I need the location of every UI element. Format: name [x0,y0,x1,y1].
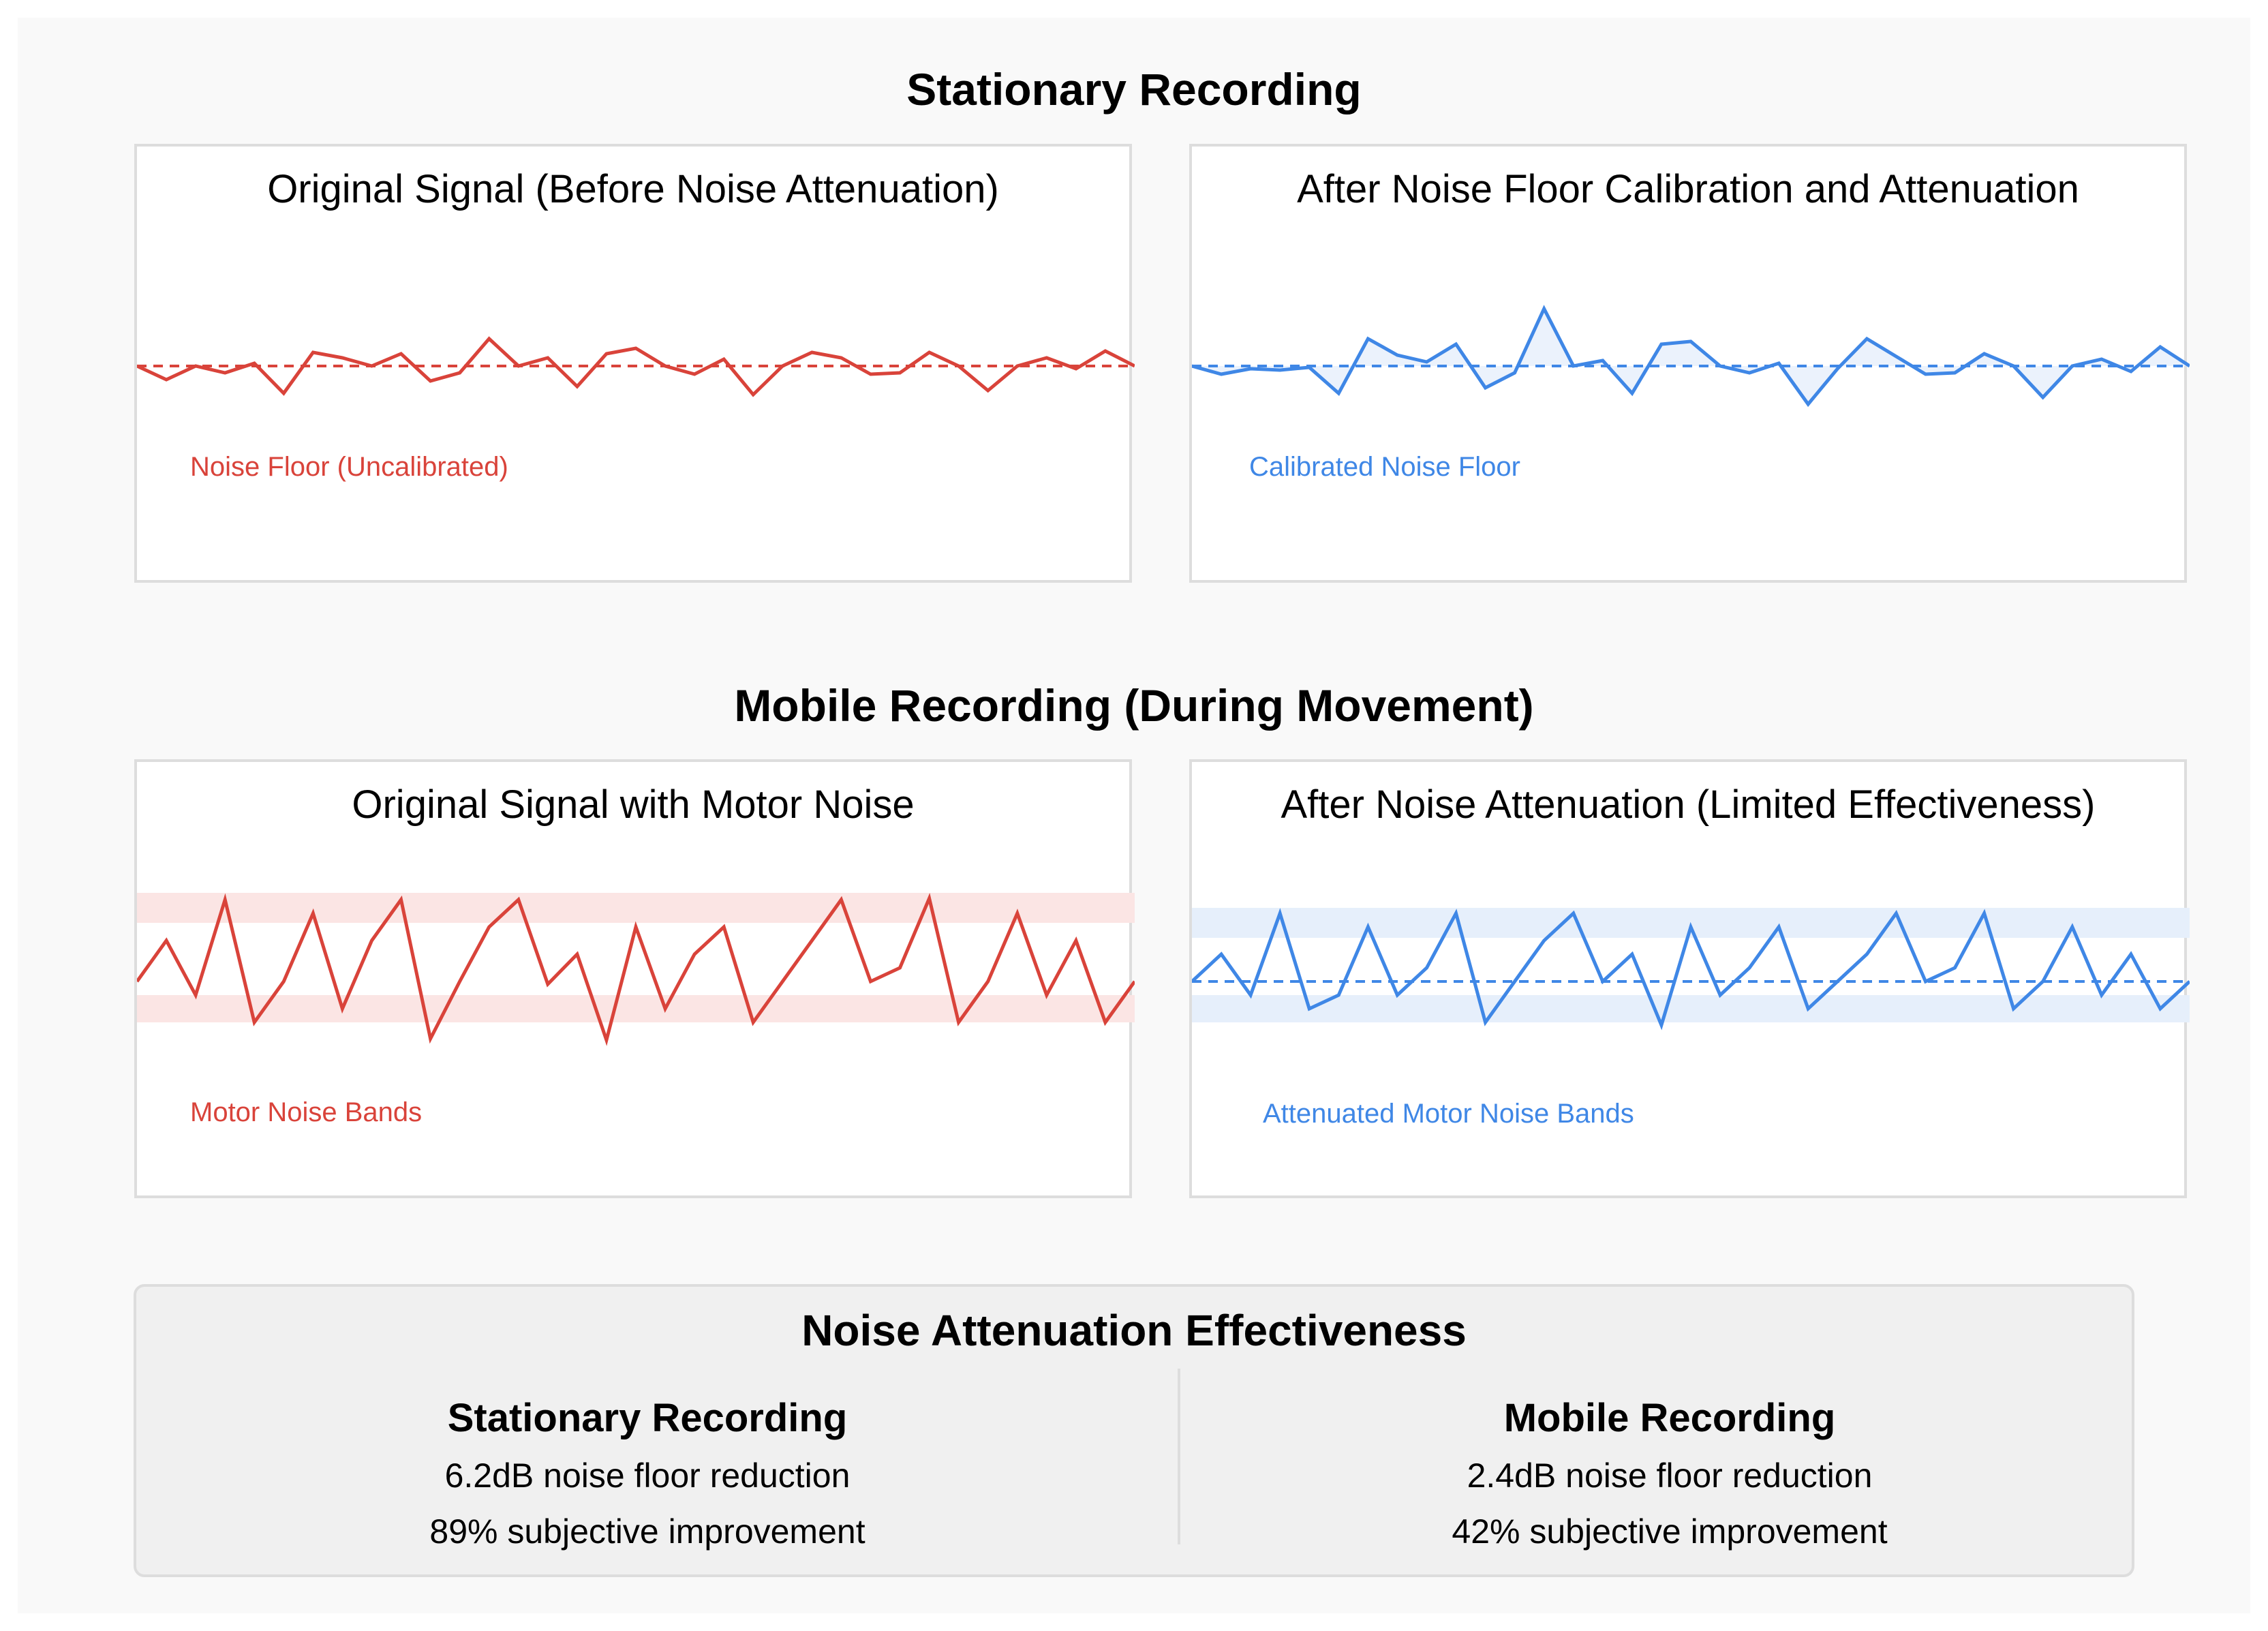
attenuated-signal-wave [1192,305,2190,408]
summary-mobile: Mobile Recording 2.4dB noise floor reduc… [1159,1399,2181,1549]
noise-floor-label: Noise Floor (Uncalibrated) [190,452,508,482]
motor-noise-band-lower [137,995,1135,1022]
panel-stationary-original: Original Signal (Before Noise Attenuatio… [134,144,1135,583]
motor-noise-band-upper [137,893,1135,923]
panel-title: Original Signal (Before Noise Attenuatio… [267,167,999,211]
panel-mobile-original: Original Signal with Motor Noise Motor N… [134,759,1135,1198]
stationary-original-plot [137,336,1135,397]
summary-stationary-reduction: 6.2dB noise floor reduction [444,1457,850,1495]
original-signal-wave [137,336,1135,397]
calibrated-noise-floor-label: Calibrated Noise Floor [1249,452,1520,482]
panel-title: After Noise Attenuation (Limited Effecti… [1281,782,2096,827]
mobile-after-plot [1192,908,2190,1031]
attenuated-motor-noise-bands-label: Attenuated Motor Noise Bands [1263,1099,1634,1129]
panel-stationary-after: After Noise Floor Calibration and Attenu… [1189,144,2190,583]
mobile-original-plot [137,892,1135,1046]
summary-stationary-heading: Stationary Recording [447,1396,848,1440]
summary-divider [1178,1369,1180,1544]
stationary-after-plot [1192,305,2190,408]
panel-title: After Noise Floor Calibration and Attenu… [1297,167,2079,211]
summary-stationary: Stationary Recording 6.2dB noise floor r… [136,1399,1159,1549]
attenuated-signal-wave [1192,908,2190,1031]
summary-mobile-reduction: 2.4dB noise floor reduction [1467,1457,1873,1495]
original-signal-wave [137,892,1135,1046]
attenuation-fill [1192,309,2190,404]
panel-mobile-after: After Noise Attenuation (Limited Effecti… [1189,759,2190,1198]
summary-title: Noise Attenuation Effectiveness [801,1306,1467,1355]
summary-mobile-heading: Mobile Recording [1503,1396,1836,1440]
attenuated-motor-noise-band-lower [1192,995,2190,1022]
summary-mobile-improvement: 42% subjective improvement [1452,1512,1888,1551]
summary-stationary-improvement: 89% subjective improvement [429,1512,865,1551]
motor-noise-bands-label: Motor Noise Bands [190,1097,423,1127]
mobile-section-title: Mobile Recording (During Movement) [734,680,1534,731]
effectiveness-summary: Noise Attenuation Effectiveness Stationa… [134,1284,2134,1577]
page: Stationary Recording Original Signal (Be… [18,18,2250,1613]
stationary-section-title: Stationary Recording [906,64,1362,115]
panel-title: Original Signal with Motor Noise [352,782,915,827]
